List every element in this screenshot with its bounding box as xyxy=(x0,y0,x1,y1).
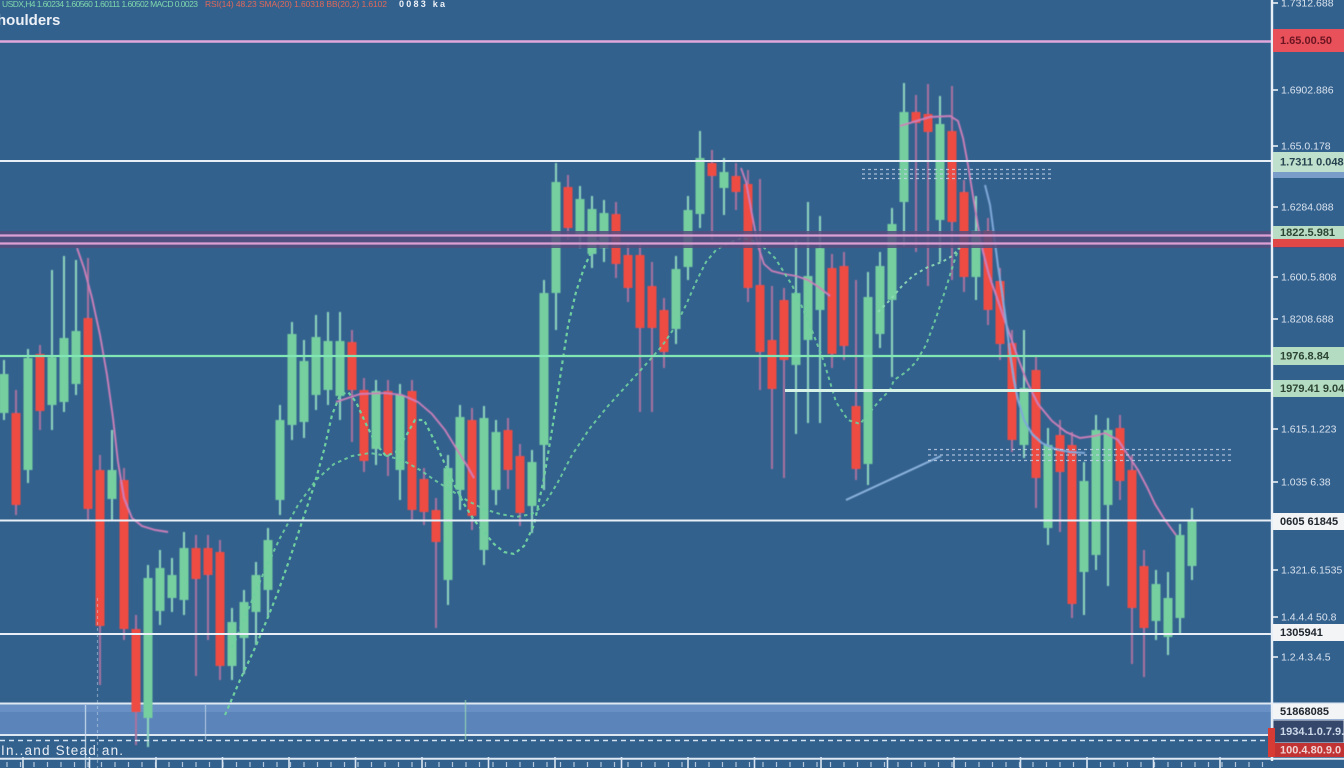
svg-text:1.6284.088: 1.6284.088 xyxy=(1281,202,1334,214)
svg-text:1.65.00.50: 1.65.00.50 xyxy=(1280,35,1332,47)
svg-text:1976.8.84: 1976.8.84 xyxy=(1280,351,1330,363)
svg-text:1.615.1.223: 1.615.1.223 xyxy=(1281,424,1337,436)
svg-text:1.7311 0.048: 1.7311 0.048 xyxy=(1280,157,1344,169)
svg-text:0605 61845: 0605 61845 xyxy=(1280,516,1338,528)
svg-text:1.600.5.808: 1.600.5.808 xyxy=(1281,272,1337,284)
svg-text:1934.1.0.7.9.5: 1934.1.0.7.9.5 xyxy=(1280,726,1344,738)
svg-text:1305941: 1305941 xyxy=(1280,627,1323,639)
svg-text:USDX,H4 1.60234 1.60560 1.6011: USDX,H4 1.60234 1.60560 1.60111 1.60502 … xyxy=(2,0,198,9)
svg-text:In..and Stead an.: In..and Stead an. xyxy=(1,743,124,758)
svg-text:1.6902.886: 1.6902.886 xyxy=(1281,85,1334,97)
svg-text:100.4.80.9.0: 100.4.80.9.0 xyxy=(1280,745,1341,757)
svg-text:houlders: houlders xyxy=(0,12,60,29)
svg-text:1.035 6.38: 1.035 6.38 xyxy=(1281,477,1331,489)
svg-text:0083 ka: 0083 ka xyxy=(399,0,446,9)
svg-text:1979.41 9.04: 1979.41 9.04 xyxy=(1280,383,1344,395)
svg-text:1.7312.688: 1.7312.688 xyxy=(1281,0,1334,10)
svg-text:51868085: 51868085 xyxy=(1280,706,1329,718)
svg-text:1.2.4.3.4.5: 1.2.4.3.4.5 xyxy=(1281,652,1331,664)
svg-text:RSI(14) 48.23 SMA(20) 1.60318: RSI(14) 48.23 SMA(20) 1.60318 BB(20,2) 1… xyxy=(205,0,387,9)
svg-text:1.4.4.4 50.8: 1.4.4.4 50.8 xyxy=(1281,612,1337,624)
svg-text:1.321.6.1535: 1.321.6.1535 xyxy=(1281,565,1342,577)
svg-text:1.65.0.178: 1.65.0.178 xyxy=(1281,141,1331,153)
svg-text:1.8208.688: 1.8208.688 xyxy=(1281,314,1334,326)
svg-text:1822.5.981: 1822.5.981 xyxy=(1280,227,1335,239)
